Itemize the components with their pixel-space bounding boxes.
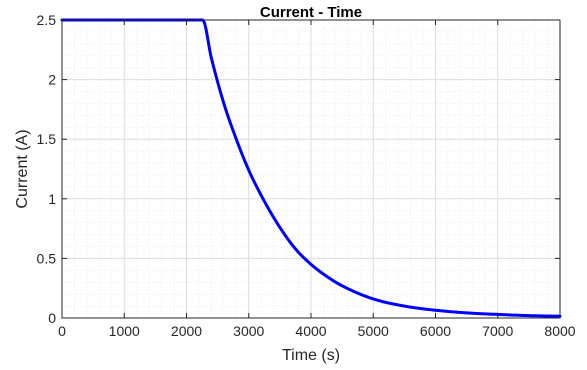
x-tick-label: 4000 — [295, 323, 326, 339]
x-tick-label: 5000 — [358, 323, 389, 339]
ticks — [61, 19, 561, 319]
y-tick-label: 1.5 — [37, 131, 57, 147]
y-tick-label: 2.5 — [37, 12, 57, 28]
y-tick-label: 0.5 — [37, 250, 57, 266]
x-tick-label: 2000 — [171, 323, 202, 339]
y-tick-label: 2 — [48, 72, 56, 88]
x-tick-label: 3000 — [233, 323, 264, 339]
x-tick-label: 0 — [58, 323, 66, 339]
chart-title: Current - Time — [260, 4, 362, 21]
y-tick-label: 0 — [48, 310, 56, 326]
x-axis-label: Time (s) — [282, 347, 340, 364]
x-tick-label: 1000 — [109, 323, 140, 339]
y-axis-label: Current (A) — [14, 129, 31, 208]
x-tick-label: 7000 — [482, 323, 513, 339]
x-tick-label: 8000 — [544, 323, 575, 339]
y-tick-labels: 0 0.5 1 1.5 2 2.5 — [37, 12, 57, 326]
y-tick-label: 1 — [48, 191, 56, 207]
x-tick-label: 6000 — [420, 323, 451, 339]
x-tick-labels: 0 1000 2000 3000 4000 5000 6000 7000 8000 — [58, 323, 576, 339]
